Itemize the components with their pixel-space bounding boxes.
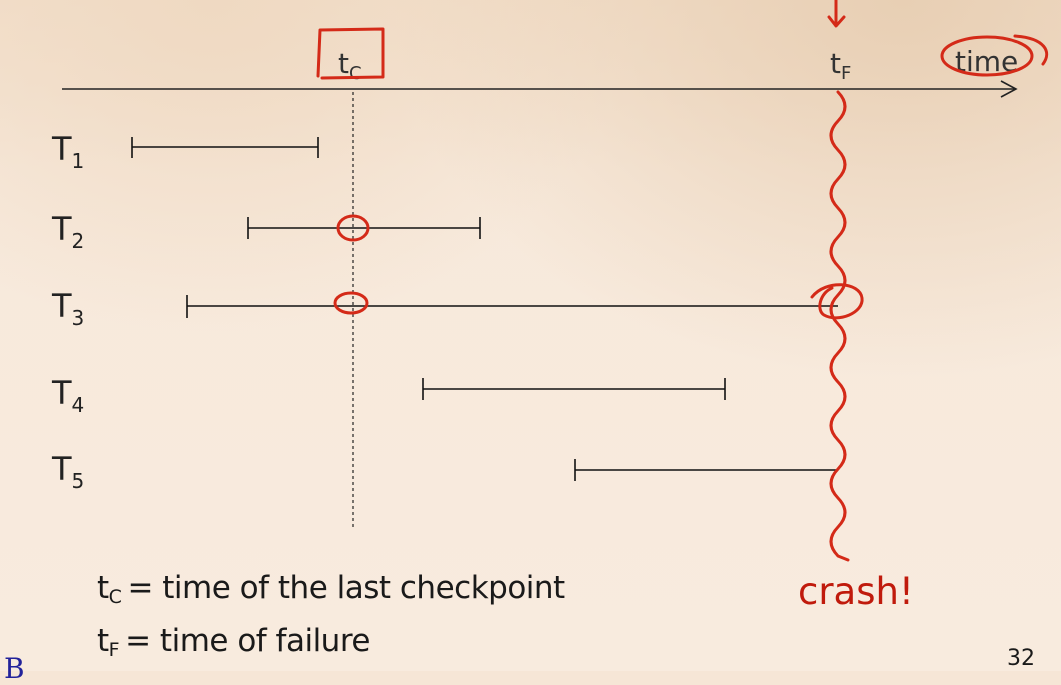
failure-marker-label: tF <box>830 47 851 84</box>
legend-failure-text: = time of failure <box>125 623 370 659</box>
page-number: 32 <box>1007 646 1035 671</box>
time-label-circle-tail <box>1013 34 1049 66</box>
legend-failure: tF = time of failure <box>97 623 370 661</box>
t2-checkpoint-circle-annotation <box>336 214 370 242</box>
time-axis-arrowhead <box>1000 80 1018 98</box>
crash-wave-line <box>829 90 850 562</box>
legend-checkpoint-subscript: C <box>108 586 122 608</box>
failure-arrow-annotation <box>827 0 846 28</box>
checkpoint-box-annotation <box>316 27 385 80</box>
crash-label: crash! <box>798 570 914 613</box>
transaction-label-t2: T2 <box>51 210 84 253</box>
transaction-label-t4: T4 <box>51 374 84 417</box>
legend-checkpoint-text: = time of the last checkpoint <box>127 570 565 606</box>
transaction-interval-t4 <box>422 378 726 400</box>
timeline-diagram: tC tF time T1 T2 T3 T4 T5 <box>51 0 1049 562</box>
transaction-label-t1: T1 <box>51 130 84 173</box>
transaction-interval-t2 <box>247 217 481 239</box>
t3-crash-circle-annotation <box>810 283 864 320</box>
transaction-interval-t3 <box>186 295 838 318</box>
corner-logo-glyph: B <box>4 652 25 685</box>
t3-checkpoint-circle-annotation <box>333 291 369 315</box>
transaction-label-t5: T5 <box>51 450 84 493</box>
legend-failure-subscript: F <box>108 639 120 661</box>
transaction-interval-t5 <box>574 459 838 481</box>
ink-annotations <box>316 0 1049 562</box>
transaction-interval-t1 <box>131 137 319 158</box>
legend-checkpoint: tC = time of the last checkpoint <box>97 570 565 608</box>
time-label-circle-annotation <box>940 35 1034 77</box>
transaction-label-t3: T3 <box>51 287 84 330</box>
legend-failure-symbol: t <box>97 623 109 659</box>
legend-checkpoint-symbol: t <box>97 570 109 606</box>
